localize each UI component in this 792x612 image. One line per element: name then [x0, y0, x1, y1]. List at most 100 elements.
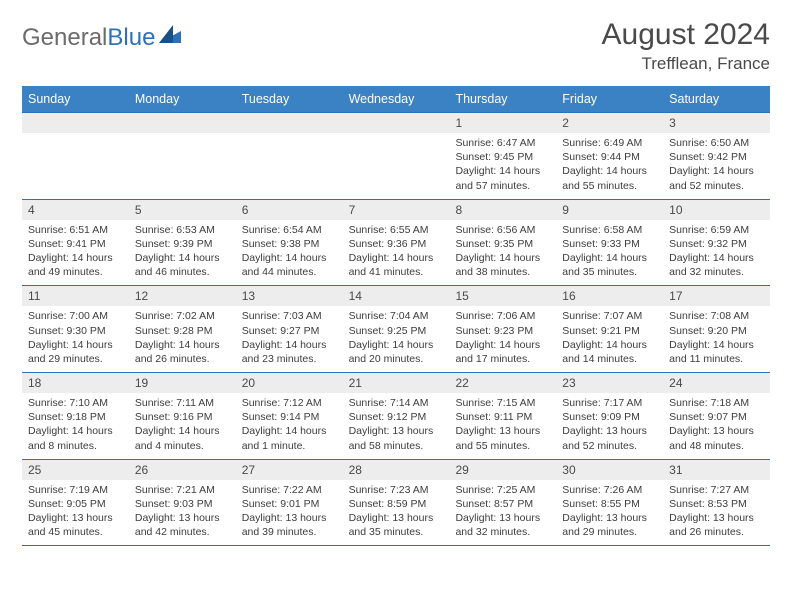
day-body — [343, 133, 450, 191]
day-body: Sunrise: 7:11 AMSunset: 9:16 PMDaylight:… — [129, 393, 236, 459]
sunset-line: Sunset: 9:12 PM — [349, 410, 444, 424]
day-number: . — [343, 113, 450, 133]
day-number: 19 — [129, 373, 236, 393]
sunset-line: Sunset: 9:11 PM — [455, 410, 550, 424]
daylight-line: Daylight: 14 hours and 32 minutes. — [669, 251, 764, 279]
daylight-line: Daylight: 13 hours and 26 minutes. — [669, 511, 764, 539]
sunrise-line: Sunrise: 7:14 AM — [349, 396, 444, 410]
daylight-line: Daylight: 14 hours and 11 minutes. — [669, 338, 764, 366]
sunrise-line: Sunrise: 7:04 AM — [349, 309, 444, 323]
day-number: 16 — [556, 286, 663, 306]
day-number: 31 — [663, 460, 770, 480]
sunrise-line: Sunrise: 7:11 AM — [135, 396, 230, 410]
day-number: 28 — [343, 460, 450, 480]
location: Trefflean, France — [602, 54, 770, 74]
daylight-line: Daylight: 14 hours and 23 minutes. — [242, 338, 337, 366]
calendar-cell: 26Sunrise: 7:21 AMSunset: 9:03 PMDayligh… — [129, 460, 236, 546]
sunset-line: Sunset: 9:39 PM — [135, 237, 230, 251]
day-body: Sunrise: 7:00 AMSunset: 9:30 PMDaylight:… — [22, 306, 129, 372]
weekday-tue: Tuesday — [236, 86, 343, 112]
sunrise-line: Sunrise: 7:17 AM — [562, 396, 657, 410]
sunset-line: Sunset: 9:23 PM — [455, 324, 550, 338]
calendar-cell: . — [236, 113, 343, 199]
day-body: Sunrise: 6:58 AMSunset: 9:33 PMDaylight:… — [556, 220, 663, 286]
day-body — [236, 133, 343, 191]
calendar-week: 4Sunrise: 6:51 AMSunset: 9:41 PMDaylight… — [22, 199, 770, 286]
sunset-line: Sunset: 9:25 PM — [349, 324, 444, 338]
sunrise-line: Sunrise: 6:56 AM — [455, 223, 550, 237]
daylight-line: Daylight: 14 hours and 1 minute. — [242, 424, 337, 452]
sunset-line: Sunset: 9:33 PM — [562, 237, 657, 251]
daylight-line: Daylight: 14 hours and 38 minutes. — [455, 251, 550, 279]
day-number: 21 — [343, 373, 450, 393]
sunset-line: Sunset: 9:44 PM — [562, 150, 657, 164]
daylight-line: Daylight: 14 hours and 46 minutes. — [135, 251, 230, 279]
sunrise-line: Sunrise: 7:10 AM — [28, 396, 123, 410]
day-number: 12 — [129, 286, 236, 306]
weekday-sat: Saturday — [663, 86, 770, 112]
day-body: Sunrise: 6:53 AMSunset: 9:39 PMDaylight:… — [129, 220, 236, 286]
calendar-cell: 17Sunrise: 7:08 AMSunset: 9:20 PMDayligh… — [663, 286, 770, 372]
sunrise-line: Sunrise: 6:47 AM — [455, 136, 550, 150]
sunrise-line: Sunrise: 6:49 AM — [562, 136, 657, 150]
header: GeneralBlue August 2024 Trefflean, Franc… — [22, 18, 770, 74]
daylight-line: Daylight: 14 hours and 4 minutes. — [135, 424, 230, 452]
day-body: Sunrise: 7:06 AMSunset: 9:23 PMDaylight:… — [449, 306, 556, 372]
sunset-line: Sunset: 8:59 PM — [349, 497, 444, 511]
calendar-cell: 28 Sunrise: 7:23 AMSunset: 8:59 PMDayligh… — [343, 460, 450, 546]
sunrise-line: Sunrise: 7:07 AM — [562, 309, 657, 323]
day-number: 18 — [22, 373, 129, 393]
day-body: Sunrise: 7:25 AMSunset: 8:57 PMDaylight:… — [449, 480, 556, 546]
sunrise-line: Sunrise: 6:53 AM — [135, 223, 230, 237]
sunset-line: Sunset: 9:18 PM — [28, 410, 123, 424]
daylight-line: Daylight: 13 hours and 58 minutes. — [349, 424, 444, 452]
day-body: Sunrise: 7:22 AMSunset: 9:01 PMDaylight:… — [236, 480, 343, 546]
daylight-line: Daylight: 13 hours and 39 minutes. — [242, 511, 337, 539]
day-number: 27 — [236, 460, 343, 480]
sunrise-line: Sunrise: 6:50 AM — [669, 136, 764, 150]
weekday-sun: Sunday — [22, 86, 129, 112]
month-title: August 2024 — [602, 18, 770, 52]
day-body: Sunrise: 6:54 AMSunset: 9:38 PMDaylight:… — [236, 220, 343, 286]
day-body: Sunrise: 6:55 AMSunset: 9:36 PMDaylight:… — [343, 220, 450, 286]
day-body: Sunrise: 7:12 AMSunset: 9:14 PMDaylight:… — [236, 393, 343, 459]
day-body: Sunrise: 6:49 AMSunset: 9:44 PMDaylight:… — [556, 133, 663, 199]
day-number: 6 — [236, 200, 343, 220]
sunset-line: Sunset: 9:41 PM — [28, 237, 123, 251]
daylight-line: Daylight: 14 hours and 14 minutes. — [562, 338, 657, 366]
weekday-header: Sunday Monday Tuesday Wednesday Thursday… — [22, 86, 770, 112]
calendar-cell: 21 Sunrise: 7:14 AMSunset: 9:12 PMDayligh… — [343, 373, 450, 459]
brand-name-2: Blue — [107, 24, 155, 52]
sunrise-line: Sunrise: 7:18 AM — [669, 396, 764, 410]
sunrise-line: Sunrise: 6:55 AM — [349, 223, 444, 237]
sunset-line: Sunset: 9:20 PM — [669, 324, 764, 338]
calendar-cell: 15Sunrise: 7:06 AMSunset: 9:23 PMDayligh… — [449, 286, 556, 372]
sunrise-line: Sunrise: 7:03 AM — [242, 309, 337, 323]
sunrise-line: Sunrise: 7:21 AM — [135, 483, 230, 497]
sunset-line: Sunset: 8:53 PM — [669, 497, 764, 511]
calendar-cell: 31Sunrise: 7:27 AMSunset: 8:53 PMDayligh… — [663, 460, 770, 546]
sunset-line: Sunset: 9:28 PM — [135, 324, 230, 338]
daylight-line: Daylight: 14 hours and 20 minutes. — [349, 338, 444, 366]
sunrise-line: Sunrise: 7:25 AM — [455, 483, 550, 497]
sunrise-line: Sunrise: 7:02 AM — [135, 309, 230, 323]
calendar-cell: 16Sunrise: 7:07 AMSunset: 9:21 PMDayligh… — [556, 286, 663, 372]
sunrise-line: Sunrise: 7:23 AM — [349, 483, 444, 497]
calendar-cell: . — [343, 113, 450, 199]
day-number: 20 — [236, 373, 343, 393]
calendar-cell: 13Sunrise: 7:03 AMSunset: 9:27 PMDayligh… — [236, 286, 343, 372]
sunrise-line: Sunrise: 7:00 AM — [28, 309, 123, 323]
day-number: 11 — [22, 286, 129, 306]
daylight-line: Daylight: 13 hours and 32 minutes. — [455, 511, 550, 539]
daylight-line: Daylight: 14 hours and 57 minutes. — [455, 164, 550, 192]
brand-mark-icon — [159, 22, 181, 50]
daylight-line: Daylight: 13 hours and 45 minutes. — [28, 511, 123, 539]
day-number: 7 — [343, 200, 450, 220]
day-body: Sunrise: 7:17 AMSunset: 9:09 PMDaylight:… — [556, 393, 663, 459]
daylight-line: Daylight: 13 hours and 35 minutes. — [349, 511, 444, 539]
day-number: . — [236, 113, 343, 133]
daylight-line: Daylight: 13 hours and 55 minutes. — [455, 424, 550, 452]
calendar-cell: 2Sunrise: 6:49 AMSunset: 9:44 PMDaylight… — [556, 113, 663, 199]
day-body: Sunrise: 6:50 AMSunset: 9:42 PMDaylight:… — [663, 133, 770, 199]
calendar-week: ....1Sunrise: 6:47 AMSunset: 9:45 PMDayl… — [22, 112, 770, 199]
